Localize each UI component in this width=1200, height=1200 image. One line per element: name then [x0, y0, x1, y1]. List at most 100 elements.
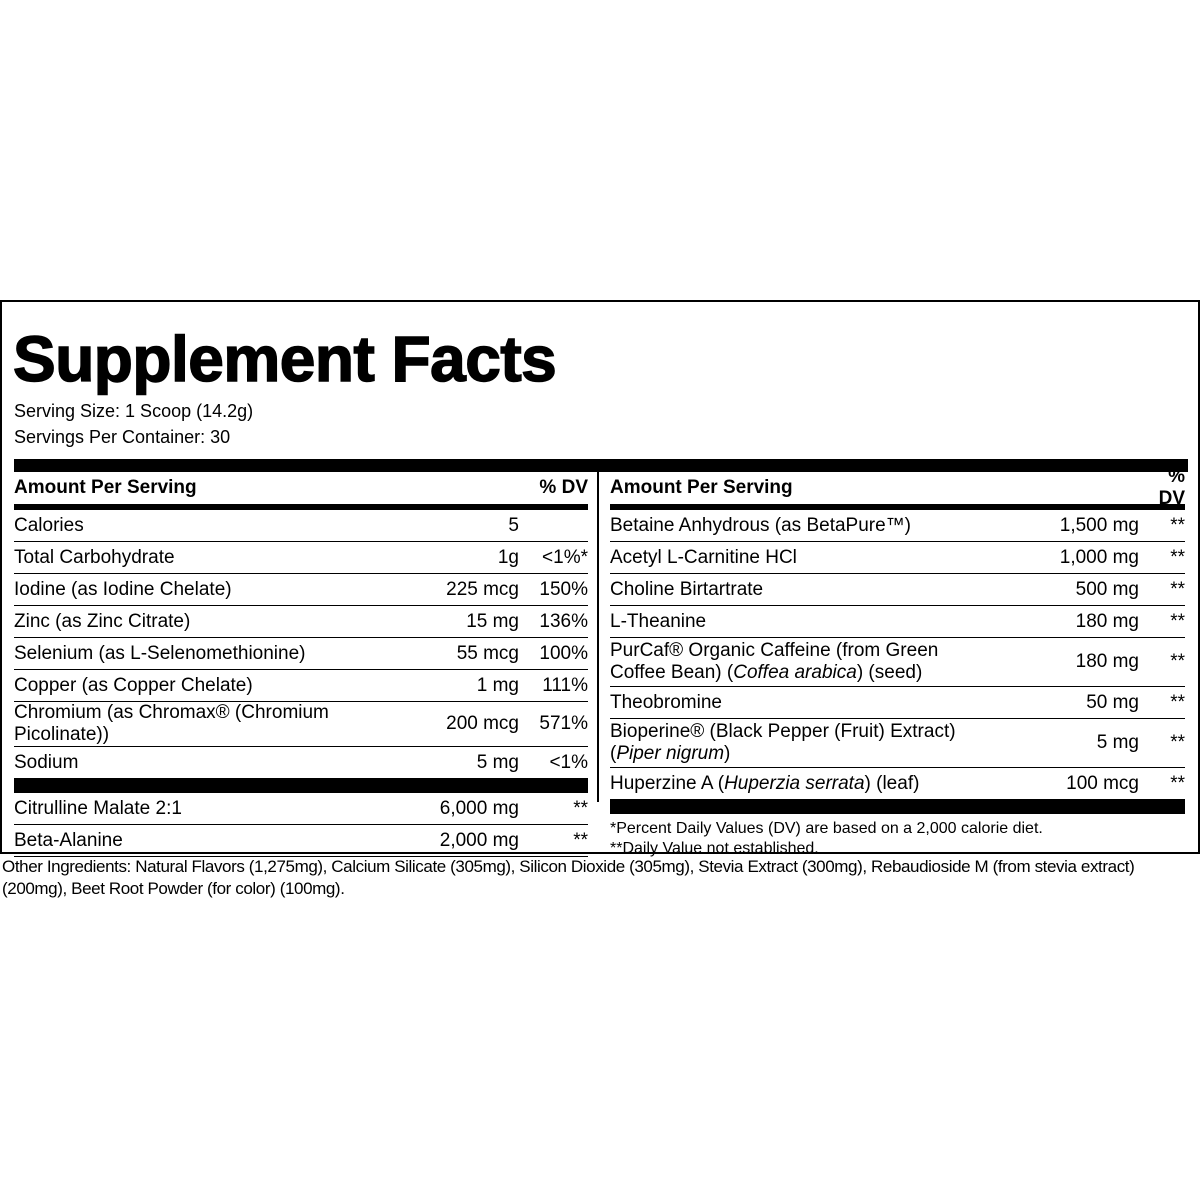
footnote: *Percent Daily Values (DV) are based on …	[610, 820, 1043, 837]
daily-value: 100%	[539, 642, 588, 664]
header-amount: Amount Per Serving	[610, 477, 793, 498]
daily-value: **	[1170, 514, 1185, 536]
nutrient-row: PurCaf® Organic Caffeine (from Green Cof…	[610, 638, 1185, 687]
amount: 50 mg	[1086, 691, 1139, 713]
amount: 5	[508, 514, 519, 536]
daily-value: 571%	[539, 713, 588, 734]
nutrient-name: Sodium	[14, 751, 79, 773]
header-dv: % DV	[1158, 466, 1185, 509]
section-bar	[610, 800, 1185, 814]
amount: 2,000 mg	[439, 829, 519, 851]
servings-per-container: Servings Per Container: 30	[14, 427, 231, 447]
name-part: Huperzia serrata	[724, 772, 865, 794]
nutrient-row: Total Carbohydrate 1g <1%*	[14, 542, 588, 574]
daily-value: **	[1170, 651, 1185, 672]
column-divider	[597, 472, 599, 802]
nutrient-row: Selenium (as L-Selenomethionine) 55 mcg 10…	[14, 638, 588, 670]
amount: 1,500 mg	[1059, 514, 1139, 536]
header-dv: % DV	[539, 477, 588, 498]
amount: 5 mg	[1096, 732, 1139, 753]
amount: 5 mg	[476, 751, 519, 773]
nutrient-name: L-Theanine	[610, 610, 707, 632]
left-column: Amount Per Serving % DV Calories 5 Total Car…	[14, 472, 588, 857]
name-part: ) (leaf)	[864, 772, 920, 794]
top-bar	[14, 459, 1188, 472]
nutrient-name: Iodine (as Iodine Chelate)	[14, 578, 232, 600]
nutrient-name: Betaine Anhydrous (as BetaPure™)	[610, 514, 912, 536]
name-part: Huperzine A (	[610, 772, 725, 794]
daily-value: **	[1170, 546, 1185, 568]
amount: 15 mg	[466, 610, 519, 632]
amount: 1g	[497, 546, 519, 568]
nutrient-row: Zinc (as Zinc Citrate) 15 mg 136%	[14, 606, 588, 638]
name-part: ) (seed)	[856, 662, 923, 683]
nutrient-name: Huperzine A (Huperzia serrata) (leaf)	[610, 771, 999, 797]
nutrient-name: Chromium (as Chromax® (Chromium Picolina…	[14, 702, 329, 745]
nutrient-name: Acetyl L-Carnitine HCl	[610, 546, 797, 568]
footnotes: *Percent Daily Values (DV) are based on …	[610, 814, 1185, 859]
amount: 225 mcg	[446, 578, 519, 600]
name-part: PurCaf® Organic Caffeine (from Green Cof…	[610, 640, 939, 683]
nutrient-row: Theobromine 50 mg **	[610, 687, 1185, 719]
column-header: Amount Per Serving % DV	[14, 472, 588, 510]
nutrient-name: Total Carbohydrate	[14, 546, 175, 568]
amount: 1 mg	[476, 674, 519, 696]
other-ingredients: Other Ingredients: Natural Flavors (1,27…	[2, 857, 1135, 898]
nutrient-row: Betaine Anhydrous (as BetaPure™) 1,500 mg…	[610, 510, 1185, 542]
serving-size: Serving Size: 1 Scoop (14.2g)	[14, 401, 254, 421]
daily-value: <1%	[549, 751, 588, 773]
nutrient-name: Choline Birtartrate	[610, 578, 764, 600]
daily-value: 150%	[539, 578, 588, 600]
daily-value: **	[1170, 610, 1185, 632]
amount: 55 mcg	[456, 642, 519, 664]
nutrient-row: L-Theanine 180 mg **	[610, 606, 1185, 638]
amount: 180 mg	[1075, 651, 1139, 672]
right-column: Amount Per Serving% DV Betaine Anhydrous …	[610, 466, 1185, 859]
daily-value: 136%	[539, 610, 588, 632]
section-bar	[14, 779, 588, 793]
name-part: Bioperine® (Black Pepper (Fruit) Extract…	[610, 721, 956, 764]
daily-value: **	[1170, 732, 1185, 753]
footnote: **Daily Value not established.	[610, 840, 819, 857]
nutrient-name: Selenium (as L-Selenomethionine)	[14, 642, 306, 664]
nutrient-name: Bioperine® (Black Pepper (Fruit) Extract…	[610, 719, 999, 767]
name-part: Coffea arabica	[733, 662, 857, 683]
amount: 500 mg	[1075, 578, 1139, 600]
nutrient-row: Iodine (as Iodine Chelate) 225 mcg 150%	[14, 574, 588, 606]
nutrient-row: Choline Birtartrate 500 mg **	[610, 574, 1185, 606]
nutrient-row: Sodium 5 mg <1%	[14, 747, 588, 779]
nutrient-row: Citrulline Malate 2:1 6,000 mg **	[14, 793, 588, 825]
nutrient-row: Beta-Alanine 2,000 mg **	[14, 825, 588, 857]
amount: 6,000 mg	[439, 797, 519, 819]
daily-value: **	[1170, 772, 1185, 794]
nutrient-row: Calories 5	[14, 510, 588, 542]
column-header: Amount Per Serving % DV	[610, 466, 1185, 510]
daily-value: **	[1170, 691, 1185, 713]
nutrient-row: Huperzine A (Huperzia serrata) (leaf) 100…	[610, 768, 1185, 800]
amount: 1,000 mg	[1059, 546, 1139, 568]
nutrient-name: Zinc (as Zinc Citrate)	[14, 610, 191, 632]
nutrient-name: PurCaf® Organic Caffeine (from Green Cof…	[610, 638, 999, 686]
nutrient-name: Beta-Alanine	[14, 829, 123, 851]
nutrient-name: Citrulline Malate 2:1	[14, 797, 182, 819]
nutrient-row: Acetyl L-Carnitine HCl 1,000 mg **	[610, 542, 1185, 574]
name-part: )	[724, 743, 731, 764]
nutrient-name: Calories	[14, 514, 84, 536]
nutrient-row: Copper (as Copper Chelate) 1 mg 111%	[14, 670, 588, 702]
header-amount: Amount Per Serving	[14, 477, 197, 498]
title: Supplement Facts	[12, 323, 557, 395]
daily-value: 111%	[542, 674, 588, 696]
daily-value: <1%*	[542, 546, 588, 568]
nutrient-row: Chromium (as Chromax® (Chromium Picolina…	[14, 702, 588, 747]
amount: 180 mg	[1075, 610, 1139, 632]
facts-panel: Supplement Facts Serving Size: 1 Scoop (…	[0, 300, 1200, 857]
amount: 200 mcg	[446, 713, 519, 734]
daily-value: **	[573, 829, 588, 851]
name-part: Piper nigrum	[616, 743, 725, 764]
nutrient-name: Copper (as Copper Chelate)	[14, 674, 253, 696]
amount: 100 mcg	[1066, 772, 1139, 794]
daily-value: **	[1170, 578, 1185, 600]
daily-value: **	[573, 797, 588, 819]
nutrient-row: Bioperine® (Black Pepper (Fruit) Extract…	[610, 719, 1185, 768]
